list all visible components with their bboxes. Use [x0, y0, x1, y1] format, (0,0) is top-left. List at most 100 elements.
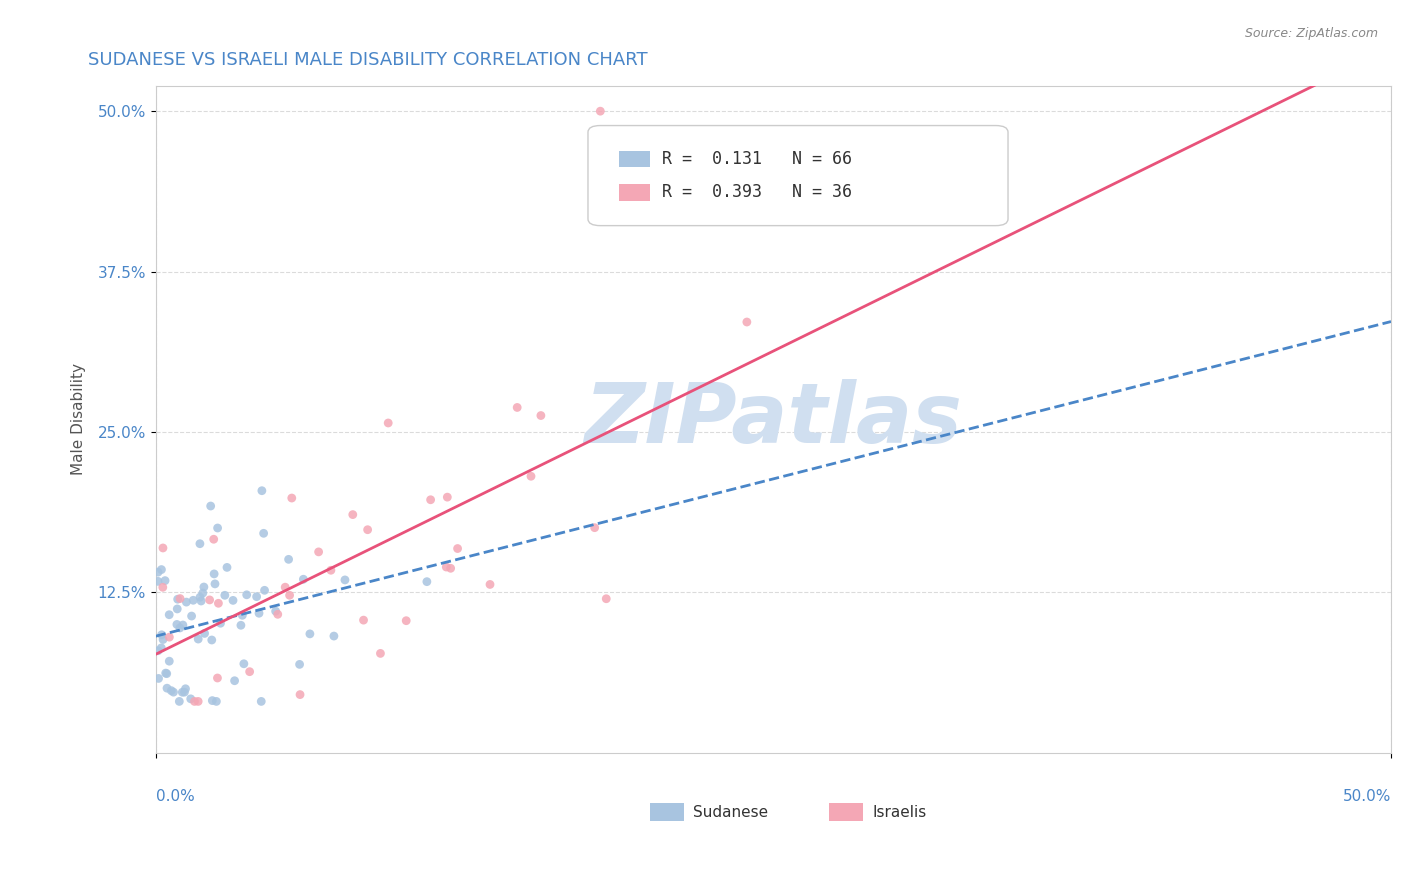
Point: [356, 523, 378, 537]
Point: [201, 632, 224, 647]
Point: [202, 533, 225, 547]
Point: [395, 614, 418, 628]
Text: 0.0%: 0.0%: [156, 789, 194, 805]
Point: [506, 401, 529, 415]
Y-axis label: Male Disability: Male Disability: [72, 363, 86, 475]
Point: [207, 671, 229, 685]
Point: [589, 104, 612, 119]
Bar: [619, 151, 650, 167]
Point: [583, 521, 606, 535]
Point: [333, 573, 356, 587]
Point: [277, 552, 299, 566]
Point: [416, 574, 439, 589]
Point: [377, 416, 399, 430]
Point: [146, 643, 169, 657]
Point: [264, 604, 287, 618]
Point: [198, 593, 221, 607]
Point: [155, 666, 177, 681]
Point: [250, 694, 273, 708]
Point: [231, 608, 253, 623]
Point: [288, 657, 311, 672]
Point: [353, 613, 375, 627]
Text: R =  0.393   N = 36: R = 0.393 N = 36: [662, 183, 852, 202]
Point: [215, 560, 238, 574]
Point: [172, 618, 194, 632]
Point: [222, 593, 245, 607]
Point: [180, 609, 202, 624]
Point: [235, 588, 257, 602]
Point: [169, 591, 191, 606]
Text: 50.0%: 50.0%: [1343, 789, 1391, 805]
Point: [319, 563, 342, 577]
Point: [183, 694, 205, 708]
Text: ZIPatlas: ZIPatlas: [585, 378, 962, 459]
Point: [434, 560, 457, 574]
Point: [735, 315, 758, 329]
Point: [193, 580, 215, 594]
Point: [169, 694, 191, 708]
Point: [146, 565, 169, 579]
Point: [322, 629, 344, 643]
Point: [288, 688, 311, 702]
Point: [152, 541, 174, 555]
Point: [150, 563, 173, 577]
Point: [250, 483, 273, 498]
Point: [156, 666, 179, 681]
Point: [157, 630, 180, 644]
Point: [201, 693, 224, 707]
Point: [157, 607, 180, 622]
Point: [181, 593, 204, 607]
Point: [229, 618, 252, 632]
Point: [342, 508, 364, 522]
Point: [188, 537, 211, 551]
Point: [157, 654, 180, 668]
Point: [278, 588, 301, 602]
Point: [187, 694, 209, 708]
Point: [180, 691, 202, 706]
Point: [150, 640, 173, 655]
Point: [253, 583, 276, 598]
Bar: [830, 803, 863, 822]
Point: [239, 665, 262, 679]
Point: [595, 591, 617, 606]
Point: [446, 541, 468, 556]
Text: R =  0.131   N = 66: R = 0.131 N = 66: [662, 150, 852, 168]
Point: [193, 626, 215, 640]
Point: [191, 586, 214, 600]
Point: [207, 521, 229, 535]
Point: [520, 469, 543, 483]
Point: [207, 596, 229, 610]
Point: [152, 632, 174, 647]
Point: [224, 673, 246, 688]
Point: [202, 566, 225, 581]
Point: [281, 491, 304, 505]
Point: [176, 595, 198, 609]
Point: [173, 685, 195, 699]
Point: [530, 409, 553, 423]
Point: [205, 694, 228, 708]
Point: [160, 683, 183, 698]
Point: [169, 621, 191, 635]
Point: [419, 492, 441, 507]
Point: [174, 681, 197, 696]
Text: Israelis: Israelis: [872, 805, 927, 820]
Point: [166, 592, 188, 607]
Point: [187, 632, 209, 646]
Point: [200, 499, 222, 513]
Point: [166, 617, 188, 632]
Text: SUDANESE VS ISRAELI MALE DISABILITY CORRELATION CHART: SUDANESE VS ISRAELI MALE DISABILITY CORR…: [87, 51, 647, 69]
Point: [150, 628, 173, 642]
Text: Source: ZipAtlas.com: Source: ZipAtlas.com: [1244, 27, 1378, 40]
Point: [152, 580, 174, 594]
Point: [292, 572, 315, 586]
Point: [267, 607, 290, 622]
Point: [308, 545, 330, 559]
Point: [209, 616, 232, 631]
Point: [166, 602, 188, 616]
Point: [436, 490, 458, 504]
Point: [190, 594, 212, 608]
Point: [247, 607, 270, 621]
Point: [246, 590, 269, 604]
Point: [479, 577, 502, 591]
Point: [232, 657, 254, 671]
